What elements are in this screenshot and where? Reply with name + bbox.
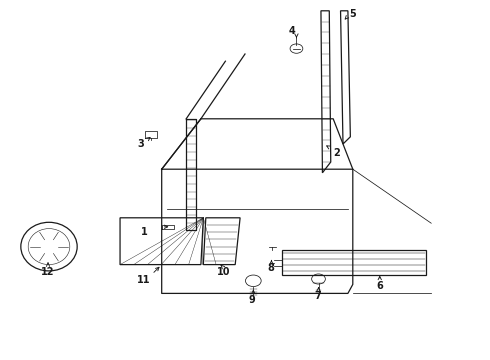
- Text: 8: 8: [267, 263, 274, 273]
- Text: 6: 6: [376, 281, 383, 291]
- Text: 3: 3: [137, 139, 144, 149]
- Text: 11: 11: [137, 275, 150, 285]
- Text: 5: 5: [349, 9, 356, 19]
- Text: 12: 12: [41, 267, 55, 277]
- Text: 10: 10: [217, 267, 231, 277]
- Text: 1: 1: [141, 227, 148, 237]
- Text: 7: 7: [314, 291, 321, 301]
- Text: 4: 4: [288, 26, 295, 36]
- Text: 2: 2: [334, 148, 341, 158]
- Text: 9: 9: [249, 294, 256, 305]
